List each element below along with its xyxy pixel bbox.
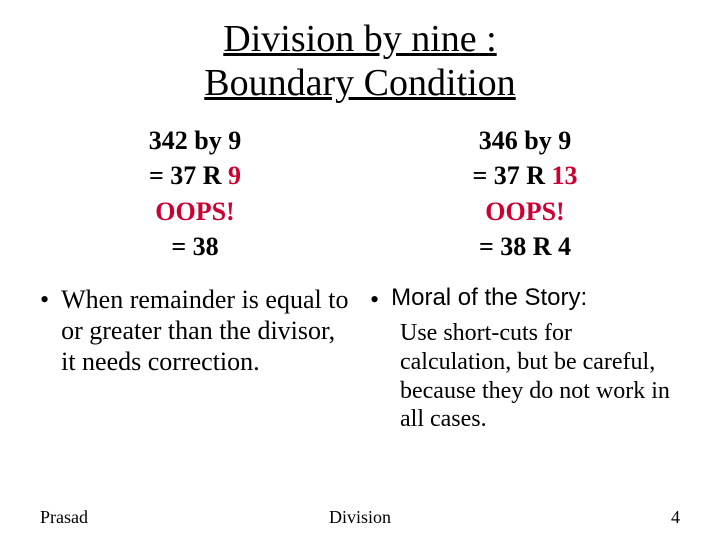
right-example-line2: = 37 R 13 [370,158,680,193]
right-example: 346 by 9 = 37 R 13 OOPS! = 38 R 4 [370,123,680,263]
left-l2-remainder: 9 [228,161,241,190]
right-example-oops: OOPS! [370,194,680,229]
moral-bullet: • Moral of the Story: [370,284,680,315]
slide: Division by nine : Boundary Condition 34… [0,0,720,540]
left-l2-prefix: = 37 R [149,161,228,190]
slide-title: Division by nine : Boundary Condition [40,18,680,105]
right-example-line1: 346 by 9 [370,123,680,158]
left-bullet-text: When remainder is equal to or greater th… [61,284,350,378]
left-column: 342 by 9 = 37 R 9 OOPS! = 38 • When rema… [40,123,360,540]
left-example-line2: = 37 R 9 [40,158,350,193]
moral-heading: Moral of the Story: [391,284,587,313]
right-column: 346 by 9 = 37 R 13 OOPS! = 38 R 4 • Mora… [360,123,680,540]
content-columns: 342 by 9 = 37 R 9 OOPS! = 38 • When rema… [40,123,680,540]
footer-author: Prasad [40,507,88,528]
footer-page-number: 4 [671,507,680,528]
right-l2-prefix: = 37 R [472,161,551,190]
title-line-1: Division by nine : [223,18,496,60]
left-bullet: • When remainder is equal to or greater … [40,284,350,378]
left-example-line4: = 38 [40,229,350,264]
slide-footer: Prasad Division 4 [0,507,720,528]
moral-body: Use short-cuts for calculation, but be c… [370,319,680,434]
title-line-2: Boundary Condition [204,62,515,104]
right-example-line4: = 38 R 4 [370,229,680,264]
left-example-oops: OOPS! [40,194,350,229]
left-example: 342 by 9 = 37 R 9 OOPS! = 38 [40,123,350,263]
left-example-line1: 342 by 9 [40,123,350,158]
footer-topic: Division [329,507,391,528]
right-l2-remainder: 13 [552,161,578,190]
bullet-icon: • [370,284,379,315]
bullet-icon: • [40,284,49,315]
